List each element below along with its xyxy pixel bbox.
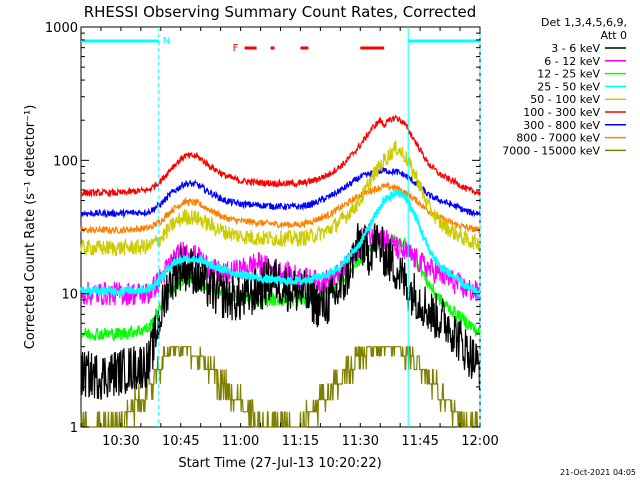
legend-entry: 6 - 12 keV: [544, 55, 626, 68]
y-tick-label: 1: [70, 421, 78, 436]
legend-label: 300 - 800 keV: [523, 119, 600, 132]
night-boundary-lines: [158, 27, 481, 427]
series-lines: [80, 114, 481, 428]
series-line-50-100keV: [80, 139, 481, 256]
y-axis: 1 10 100 1000: [45, 21, 480, 436]
legend-entry: 3 - 6 keV: [551, 42, 626, 55]
legend-entry: 800 - 7000 keV: [516, 132, 626, 145]
legend-label: 25 - 50 keV: [537, 80, 600, 93]
legend-header-line-2: Att 0: [601, 29, 627, 42]
series-line-3-6keV: [80, 223, 481, 400]
x-axis-label: Start Time (27-Jul-13 10:20:22): [178, 456, 381, 471]
legend-label: 50 - 100 keV: [530, 93, 600, 106]
y-axis-label: Corrected Count Rate (s⁻¹ detector⁻¹): [23, 105, 38, 350]
y-tick-label: 100: [53, 154, 78, 169]
date-stamp: 21-Oct-2021 04:05: [560, 468, 636, 477]
x-tick-label: 10:30: [102, 434, 139, 449]
plot-area: NF 10:30 10:45 11:00 11:15 11:30 11:45 12:00 1…: [45, 21, 499, 449]
flag-bars: NF: [81, 36, 480, 54]
legend-entry: 7000 - 15000 keV: [502, 144, 626, 157]
night-flag-label: N: [163, 36, 170, 47]
series-line-300-800keV: [80, 167, 481, 219]
series-line-800-7000keV: [80, 181, 481, 235]
legend-label: 6 - 12 keV: [544, 55, 600, 68]
chart-title: RHESSI Observing Summary Count Rates, Co…: [84, 3, 477, 21]
legend-label: 12 - 25 keV: [537, 68, 600, 81]
y-tick-label: 1000: [45, 21, 78, 36]
flare-flag-label: F: [233, 43, 239, 54]
x-tick-label: 11:00: [222, 434, 259, 449]
legend-entry: 300 - 800 keV: [523, 119, 626, 132]
x-tick-label: 11:15: [282, 434, 319, 449]
series-line-6-12keV: [80, 223, 481, 306]
legend-entry: 12 - 25 keV: [537, 68, 626, 81]
legend-entry: 25 - 50 keV: [537, 80, 626, 93]
legend-entry: 50 - 100 keV: [530, 93, 626, 106]
x-tick-label: 10:45: [162, 434, 199, 449]
legend-label: 7000 - 15000 keV: [502, 144, 600, 157]
x-tick-label: 11:30: [342, 434, 379, 449]
series-line-100-300keV: [80, 114, 481, 198]
legend-entry: 100 - 300 keV: [523, 106, 626, 119]
legend-label: 800 - 7000 keV: [516, 132, 600, 145]
legend-label: 100 - 300 keV: [523, 106, 600, 119]
y-tick-label: 10: [61, 288, 78, 303]
x-tick-label: 12:00: [461, 434, 498, 449]
x-tick-label: 11:45: [401, 434, 438, 449]
series-line-25-50keV: [80, 189, 481, 300]
x-axis: 10:30 10:45 11:00 11:15 11:30 11:45 12:00: [80, 27, 499, 449]
legend-header-line-1: Det 1,3,4,5,6,9,: [541, 16, 627, 29]
legend-label: 3 - 6 keV: [551, 42, 600, 55]
